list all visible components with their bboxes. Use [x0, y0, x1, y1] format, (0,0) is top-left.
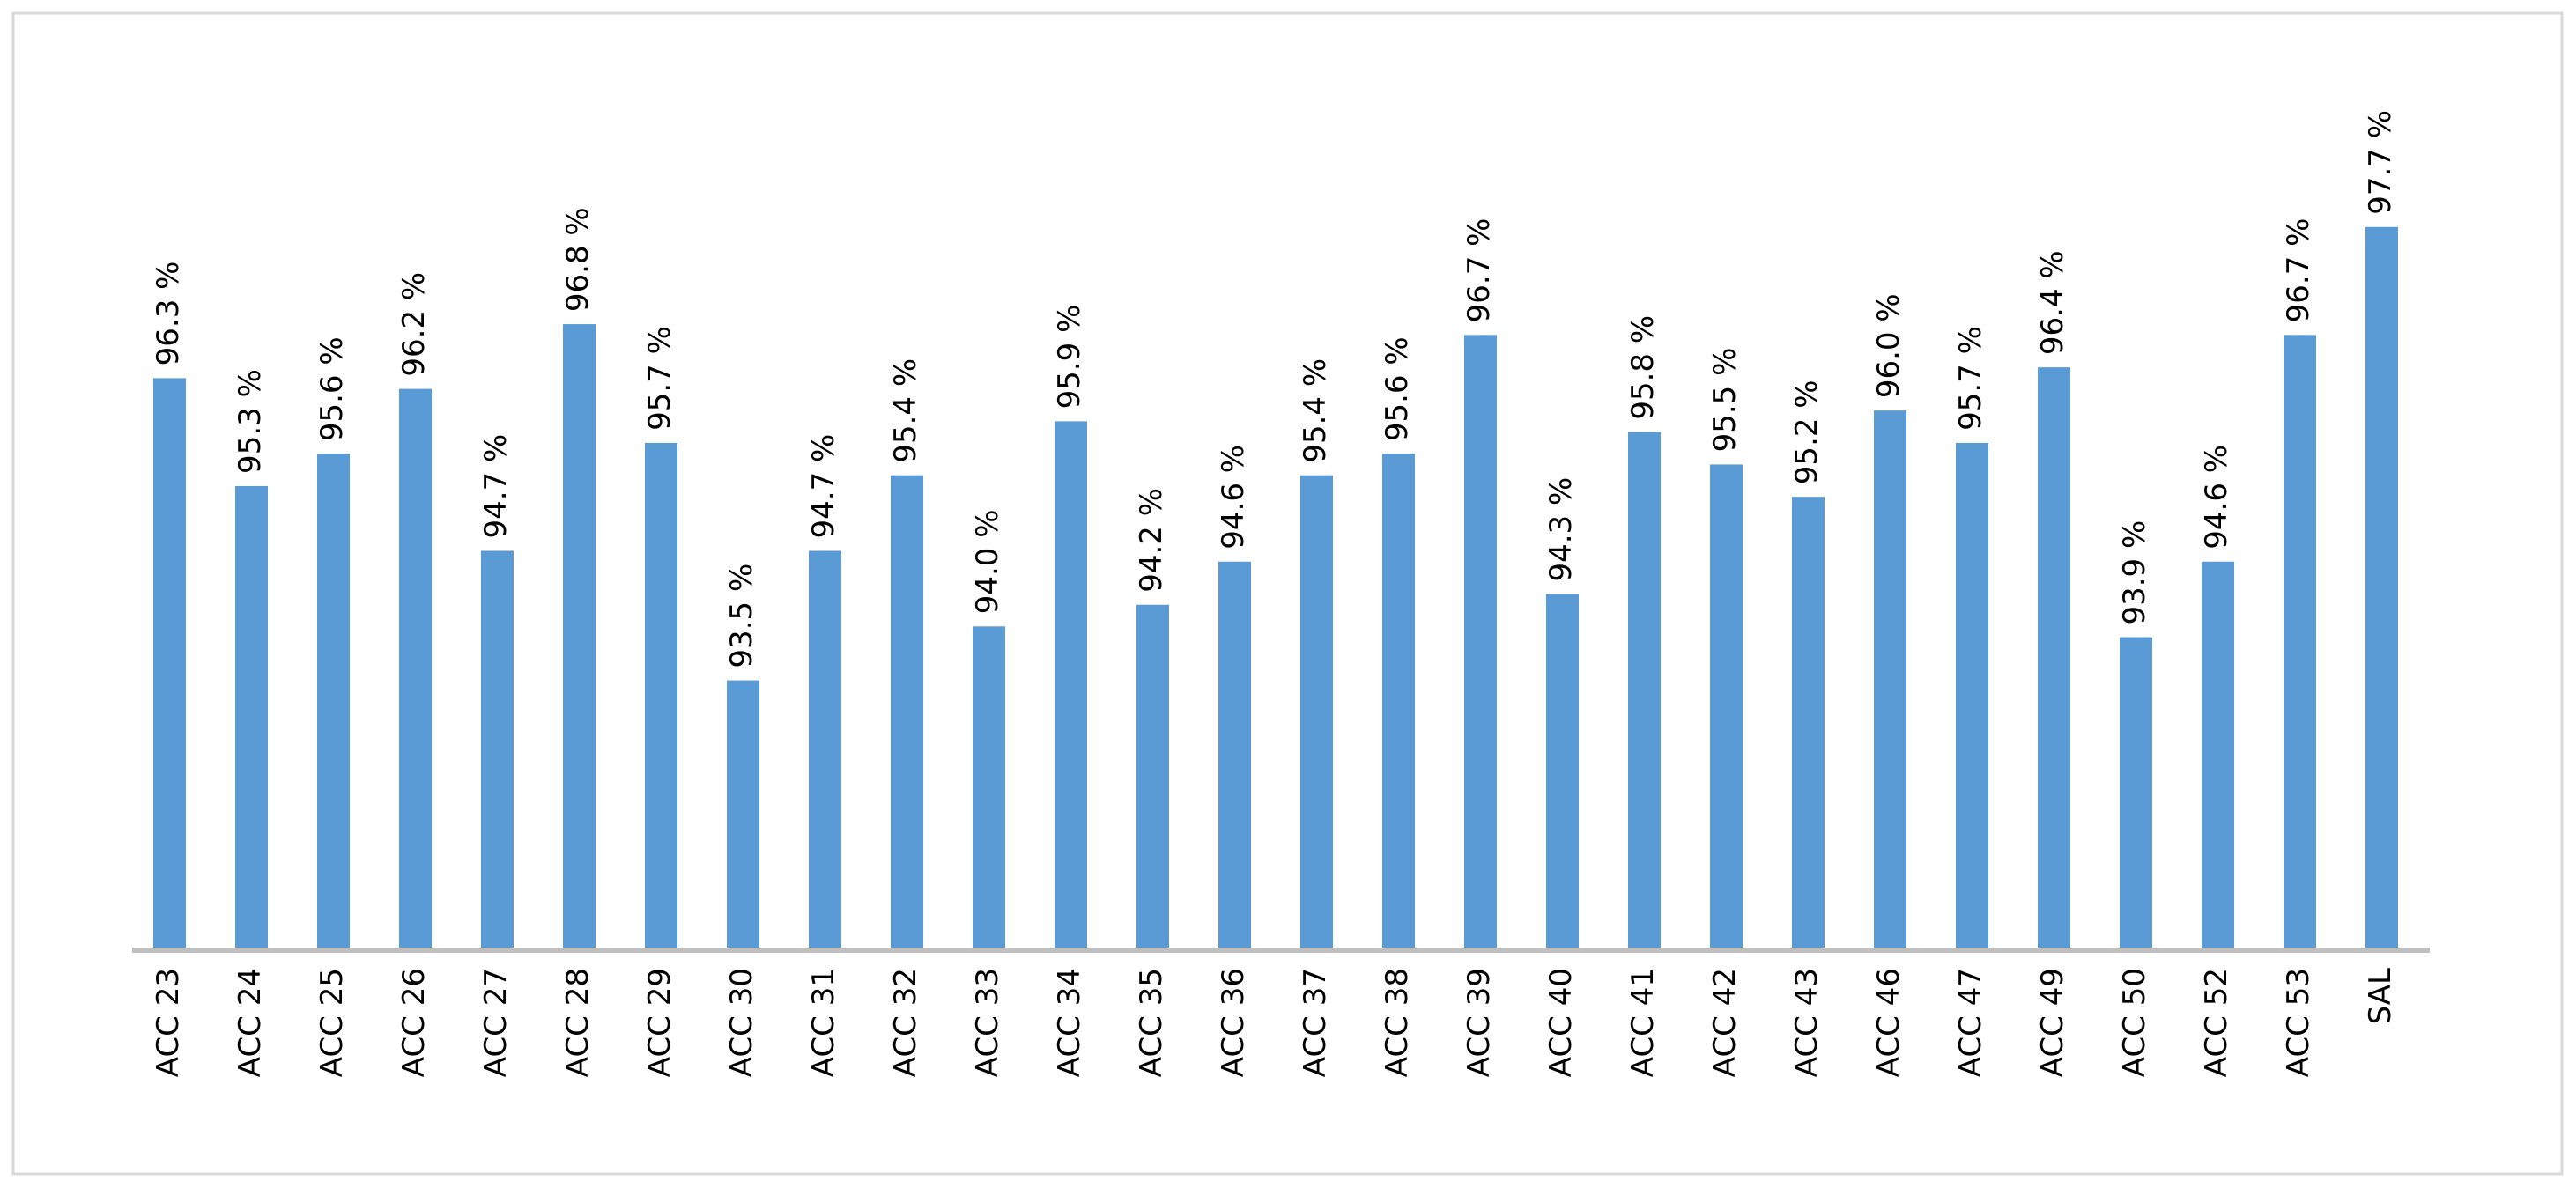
bar [1546, 594, 1579, 950]
bar [1628, 432, 1661, 951]
x-tick-label: ACC 32 [888, 968, 923, 1077]
bar [153, 378, 186, 950]
x-tick-label: ACC 40 [1543, 968, 1579, 1077]
x-tick-label: ACC 41 [1625, 968, 1661, 1077]
data-label: 96.7 % [2281, 218, 2316, 323]
bar [399, 388, 432, 951]
x-tick-label: ACC 28 [560, 968, 596, 1077]
x-tick-label: ACC 29 [642, 968, 677, 1077]
bar [2284, 335, 2316, 950]
x-tick-label: ACC 30 [724, 968, 759, 1077]
bar [1874, 410, 1906, 951]
data-label: 94.3 % [1543, 477, 1579, 582]
bar [727, 680, 759, 950]
x-tick-label: ACC 43 [1789, 968, 1825, 1077]
x-tick-label: ACC 36 [1216, 968, 1251, 1077]
data-label: 96.3 % [151, 262, 186, 366]
data-label: 95.2 % [1789, 380, 1825, 484]
bar [645, 442, 677, 950]
x-tick-label: ACC 31 [806, 968, 841, 1077]
bar [317, 454, 350, 950]
bar [563, 324, 596, 951]
bar [1300, 475, 1333, 950]
x-tick-label: ACC 34 [1052, 968, 1087, 1077]
bar [1792, 497, 1825, 950]
bar [1382, 454, 1415, 950]
bar [1710, 464, 1743, 950]
data-label: 96.7 % [1462, 218, 1497, 323]
data-label: 94.6 % [1216, 445, 1251, 550]
x-tick-label: ACC 24 [233, 968, 268, 1077]
data-label: 96.4 % [2035, 250, 2070, 355]
data-label: 95.4 % [1298, 358, 1333, 463]
data-label: 95.7 % [1953, 326, 1988, 431]
chart-frame [11, 11, 2564, 1176]
data-label: 97.7 % [2363, 110, 2398, 215]
bar [1464, 335, 1497, 950]
x-tick-label: ACC 50 [2117, 968, 2152, 1077]
bar [235, 485, 268, 950]
data-label: 95.9 % [1052, 305, 1087, 410]
data-label: 95.6 % [315, 336, 350, 441]
bar [973, 626, 1005, 950]
x-tick-label: ACC 53 [2281, 968, 2316, 1077]
data-label: 94.6 % [2199, 445, 2234, 550]
x-tick-label: ACC 39 [1462, 968, 1497, 1077]
x-tick-label: ACC 37 [1298, 968, 1333, 1077]
x-tick-label: ACC 52 [2199, 968, 2234, 1077]
data-label: 94.0 % [970, 509, 1005, 614]
x-tick-label: ACC 46 [1871, 968, 1906, 1077]
data-label: 93.5 % [724, 564, 759, 668]
bar [2365, 226, 2398, 950]
data-label: 96.0 % [1871, 293, 1906, 398]
data-label: 96.8 % [560, 207, 596, 312]
bar [809, 550, 841, 950]
data-label: 95.8 % [1625, 315, 1661, 420]
bar [1956, 442, 1988, 950]
data-label: 94.7 % [806, 434, 841, 539]
x-tick-label: ACC 25 [315, 968, 350, 1077]
bar [1055, 421, 1087, 950]
x-tick-label: SAL [2363, 968, 2398, 1024]
bar [2120, 637, 2152, 950]
data-label: 94.7 % [478, 434, 514, 539]
data-label: 95.5 % [1707, 348, 1743, 453]
bar [2038, 367, 2070, 951]
bar [2202, 561, 2234, 950]
x-tick-label: ACC 33 [970, 968, 1005, 1077]
bar [1218, 561, 1251, 950]
x-tick-label: ACC 27 [478, 968, 514, 1077]
bar [1136, 604, 1169, 950]
data-label: 94.2 % [1134, 488, 1169, 593]
x-tick-label: ACC 38 [1380, 968, 1415, 1077]
x-tick-label: ACC 26 [396, 968, 432, 1077]
data-label: 95.4 % [888, 358, 923, 463]
bar [481, 550, 514, 950]
x-tick-label: ACC 49 [2035, 968, 2070, 1077]
data-label: 95.7 % [642, 326, 677, 431]
x-tick-label: ACC 23 [151, 968, 186, 1077]
x-tick-label: ACC 42 [1707, 968, 1743, 1077]
data-label: 95.6 % [1380, 336, 1415, 441]
data-label: 93.9 % [2117, 520, 2152, 625]
x-tick-label: ACC 47 [1953, 968, 1988, 1077]
data-label: 96.2 % [396, 272, 432, 377]
data-label: 95.3 % [233, 369, 268, 474]
x-tick-label: ACC 35 [1134, 968, 1169, 1077]
bar [891, 475, 923, 950]
